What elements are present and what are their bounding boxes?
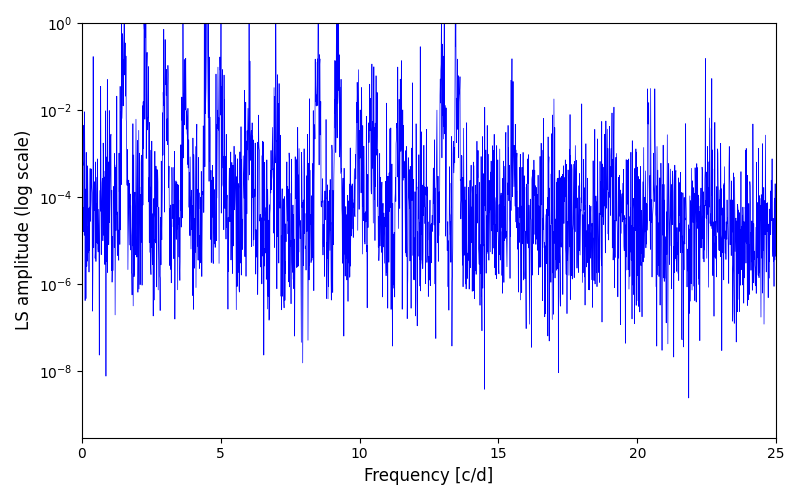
X-axis label: Frequency [c/d]: Frequency [c/d] [364,467,494,485]
Y-axis label: LS amplitude (log scale): LS amplitude (log scale) [15,130,33,330]
